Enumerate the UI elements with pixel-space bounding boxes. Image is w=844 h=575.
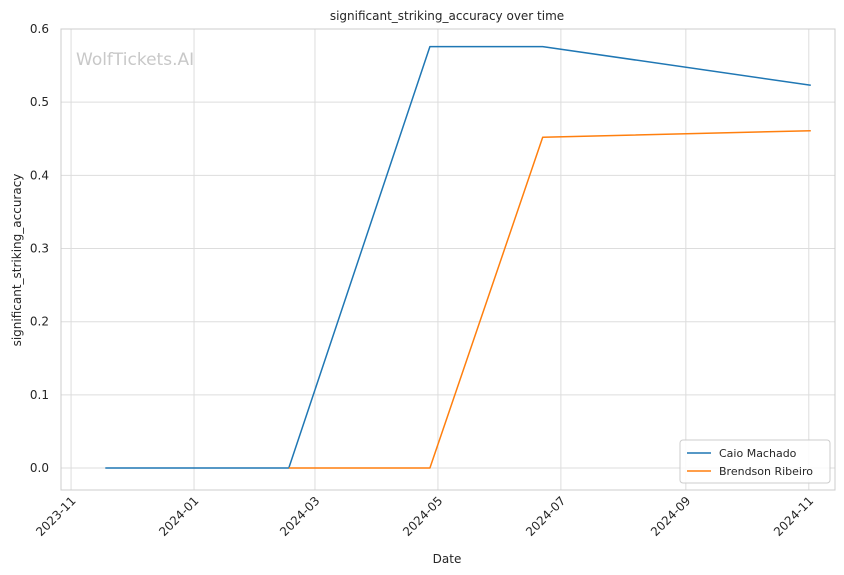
grid-lines xyxy=(61,28,835,490)
plot-area xyxy=(60,28,836,491)
y-tick-label: 0.5 xyxy=(30,95,49,109)
y-tick-label: 0.3 xyxy=(30,242,49,256)
y-tick-label: 0.4 xyxy=(30,168,49,182)
x-tick-label: 2023-11 xyxy=(33,494,78,539)
legend-label-brendson-ribeiro: Brendson Ribeiro xyxy=(719,465,813,478)
x-tick-label: 2024-11 xyxy=(771,494,816,539)
x-tick-label: 2024-05 xyxy=(400,494,445,539)
y-tick-label: 0.2 xyxy=(30,315,49,329)
x-axis-label: Date xyxy=(433,552,462,566)
x-tick-label: 2024-03 xyxy=(277,494,322,539)
legend: Caio Machado Brendson Ribeiro xyxy=(679,439,831,484)
x-tick-label: 2024-09 xyxy=(648,494,693,539)
series-lines xyxy=(105,45,811,469)
series-line-caio-machado xyxy=(105,45,811,469)
chart-title: significant_striking_accuracy over time xyxy=(330,9,564,23)
watermark: WolfTickets.AI xyxy=(76,50,194,70)
y-tick-label: 0.0 xyxy=(30,461,49,475)
legend-label-caio-machado: Caio Machado xyxy=(719,447,797,460)
y-tick-label: 0.1 xyxy=(30,388,49,402)
x-tick-label: 2024-01 xyxy=(156,494,201,539)
legend-box xyxy=(679,439,831,484)
x-tick-label: 2024-07 xyxy=(523,494,568,539)
y-tick-label: 0.6 xyxy=(30,22,49,36)
series-line-brendson-ribeiro xyxy=(288,129,811,469)
y-axis-label: significant_striking_accuracy xyxy=(10,174,24,347)
